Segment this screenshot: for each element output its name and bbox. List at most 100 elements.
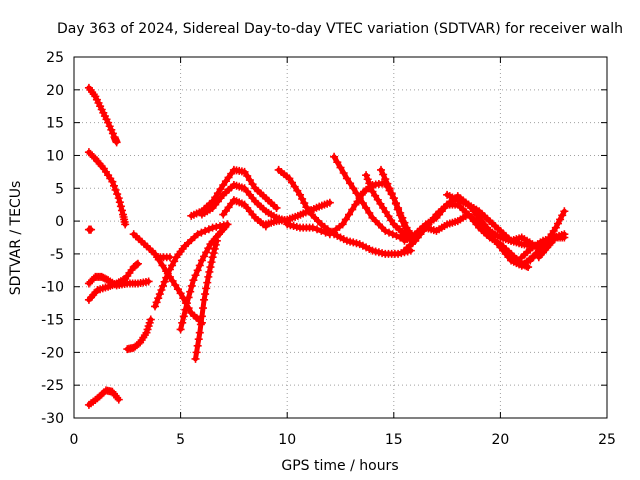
y-tick-label: -25 [41, 378, 64, 394]
data-point [197, 312, 206, 321]
data-point [208, 223, 217, 232]
data-point [112, 138, 121, 147]
data-point [202, 284, 211, 293]
data-point [381, 208, 390, 217]
series-arc-13 [187, 165, 281, 220]
x-tick-label: 0 [70, 432, 79, 448]
data-point [385, 184, 394, 193]
data-point [317, 226, 326, 235]
data-point [223, 220, 232, 229]
series-arc-9 [151, 220, 232, 311]
y-tick-label: 25 [46, 50, 64, 66]
x-tick-label: 15 [385, 432, 403, 448]
data-point [248, 180, 257, 189]
data-point [243, 171, 252, 180]
data-point [198, 304, 207, 313]
y-tick-label: 15 [46, 116, 64, 132]
data-point [182, 299, 191, 308]
data-point [391, 199, 400, 208]
data-point [338, 220, 347, 229]
data-point [201, 226, 210, 235]
data-point [377, 165, 386, 174]
data-point [115, 198, 124, 207]
data-point [379, 203, 388, 212]
data-point [349, 184, 358, 193]
plot-frame [73, 56, 608, 419]
data-point [202, 248, 211, 257]
data-point [154, 294, 163, 303]
data-point [362, 203, 371, 212]
data-point [201, 290, 210, 299]
data-point [336, 163, 345, 172]
x-tick-label: 10 [278, 432, 296, 448]
tick-layer [73, 56, 608, 419]
data-point [293, 186, 302, 195]
data-point [200, 252, 209, 261]
data-point [108, 129, 117, 138]
data-point [193, 266, 202, 275]
data-point [193, 341, 202, 350]
series-arc-2 [84, 148, 130, 229]
data-point [191, 271, 200, 280]
series-arc-1 [84, 83, 121, 147]
data-point [321, 228, 330, 237]
x-tick-label: 20 [491, 432, 509, 448]
data-point [178, 318, 187, 327]
data-point [308, 223, 317, 232]
data-point [216, 185, 225, 194]
data-point [342, 174, 351, 183]
data-point [121, 220, 130, 229]
data-point [551, 223, 560, 232]
data-point [290, 182, 299, 191]
data-point [108, 177, 117, 186]
series-arc-28 [534, 233, 569, 262]
data-point [146, 315, 155, 324]
data-point [383, 179, 392, 188]
data-point [339, 169, 348, 178]
y-tick-label: 5 [55, 181, 64, 197]
series-arc-17 [274, 165, 415, 258]
data-point [176, 289, 185, 298]
data-point [298, 194, 307, 203]
data-point [209, 249, 218, 258]
data-point [373, 195, 382, 204]
data-point [556, 215, 565, 224]
data-point [389, 194, 398, 203]
data-point [553, 219, 562, 228]
data-point [388, 230, 397, 239]
data-point [560, 207, 569, 216]
data-point [204, 272, 213, 281]
data-point [300, 199, 309, 208]
y-tick-label: -10 [41, 280, 64, 296]
data-point [210, 244, 219, 253]
tick-label-layer: 0 5 10 15 20 25 -30 -25 -20 -15 -10 -5 0 5 10 15 20 25 [41, 50, 616, 448]
data-point [287, 178, 296, 187]
data-point [352, 189, 361, 198]
data-point [365, 208, 374, 217]
y-tick-label: -15 [41, 313, 64, 329]
data-point [195, 261, 204, 270]
data-point [155, 290, 164, 299]
data-point [116, 202, 125, 211]
data-point [203, 278, 212, 287]
data-point [196, 320, 205, 329]
data-point [189, 276, 198, 285]
data-point [165, 253, 174, 262]
data-point [151, 302, 160, 311]
data-point [165, 265, 174, 274]
data-point [111, 185, 120, 194]
data-point [272, 203, 281, 212]
data-point [181, 305, 190, 314]
data-point [204, 244, 213, 253]
data-point [206, 263, 215, 272]
data-point [558, 211, 567, 220]
data-point [371, 191, 380, 200]
series-arc-27 [526, 207, 569, 265]
data-point [144, 277, 153, 286]
series-arc-12 [191, 236, 221, 363]
data-point [171, 281, 180, 290]
data-point [400, 218, 409, 227]
data-point [285, 174, 294, 183]
data-point [362, 171, 371, 180]
